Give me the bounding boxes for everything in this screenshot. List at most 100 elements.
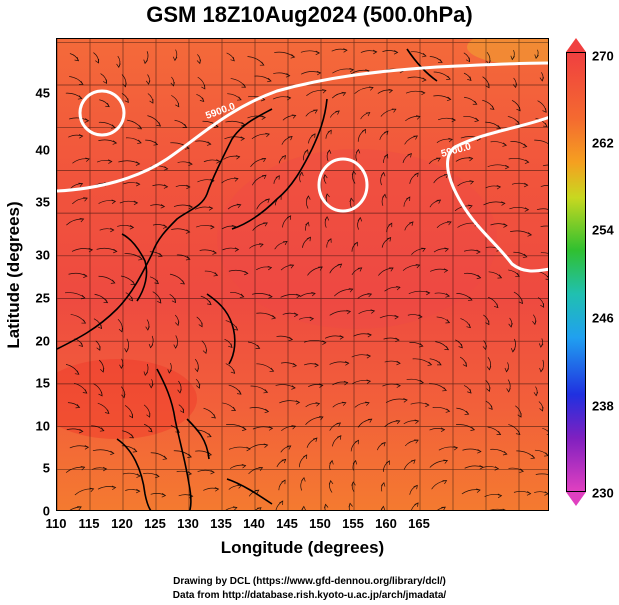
wind-arrowhead <box>198 322 203 328</box>
wind-streamline <box>540 252 548 254</box>
wind-arrowhead <box>441 506 446 510</box>
wind-streamline <box>403 459 416 470</box>
wind-arrowhead <box>74 370 80 375</box>
wind-arrowhead <box>512 83 518 89</box>
wind-arrowhead <box>504 367 510 373</box>
wind-arrowhead <box>210 224 215 230</box>
wind-arrowhead <box>466 323 471 329</box>
wind-arrowhead <box>388 222 393 228</box>
wind-arrowhead <box>365 112 371 117</box>
wind-arrowhead <box>259 243 264 248</box>
wind-streamline <box>222 402 236 411</box>
wind-arrowhead <box>158 252 163 258</box>
wind-arrowhead <box>283 241 288 246</box>
wind-streamline <box>380 108 396 117</box>
wind-arrowhead <box>337 435 342 440</box>
wind-arrowhead <box>85 157 90 162</box>
wind-arrowhead <box>409 221 414 226</box>
wind-arrowhead <box>366 379 372 384</box>
wind-arrowhead <box>268 426 274 431</box>
wind-arrowhead <box>154 279 159 285</box>
wind-arrowhead <box>133 200 139 206</box>
wind-arrowhead <box>385 460 390 465</box>
wind-arrowhead <box>202 349 208 355</box>
wind-arrowhead <box>98 391 103 397</box>
wind-arrowhead <box>265 198 270 203</box>
wind-arrowhead <box>348 502 353 508</box>
wind-arrowhead <box>324 216 330 221</box>
wind-arrowhead <box>97 324 103 330</box>
wind-arrowhead <box>207 433 212 438</box>
wind-arrowhead <box>436 157 441 162</box>
wind-arrowhead <box>128 296 134 302</box>
x-tick-label: 135 <box>210 516 232 531</box>
wind-arrowhead <box>328 479 334 485</box>
wind-streamline <box>98 275 116 284</box>
wind-arrowhead <box>175 102 180 108</box>
wind-arrowhead <box>446 75 451 80</box>
chart-title: GSM 18Z10Aug2024 (500.0hPa) <box>146 2 473 27</box>
wind-arrowhead <box>493 303 499 309</box>
wind-streamline <box>403 420 419 425</box>
wind-streamline <box>357 418 372 428</box>
wind-arrowhead <box>231 406 237 411</box>
wind-arrowhead <box>335 110 340 115</box>
wind-arrowhead <box>188 204 194 210</box>
wind-arrowhead <box>269 367 275 372</box>
wind-streamline <box>225 363 235 374</box>
wind-arrowhead <box>201 84 206 90</box>
wind-arrowhead <box>206 141 212 146</box>
wind-arrowhead <box>351 170 357 176</box>
wind-arrowhead <box>263 443 269 448</box>
wind-arrowhead <box>349 67 354 73</box>
wind-streamline <box>92 449 115 454</box>
wind-arrowhead <box>440 427 446 432</box>
wind-arrowhead <box>291 425 297 430</box>
wind-arrowhead <box>530 454 536 459</box>
wind-arrowhead <box>301 505 306 510</box>
wind-streamline <box>247 56 265 66</box>
x-tick-label: 110 <box>45 516 67 531</box>
map-svg: 5900.0 5900.0 <box>57 39 548 510</box>
wind-arrowhead <box>135 181 141 187</box>
wind-arrowhead <box>261 158 267 163</box>
x-tick-label: 155 <box>342 516 364 531</box>
wind-arrowhead <box>489 105 495 110</box>
colorbar-bottom-arrow <box>566 492 586 506</box>
wind-streamline <box>250 385 268 393</box>
wind-arrowhead <box>143 59 148 65</box>
wind-arrowhead <box>355 148 361 154</box>
wind-arrowhead <box>510 55 515 61</box>
wind-arrowhead <box>380 482 386 487</box>
wind-streamline <box>299 454 307 468</box>
wind-arrowhead <box>211 414 216 419</box>
wind-arrowhead <box>175 321 180 327</box>
wind-arrowhead <box>232 506 238 510</box>
wind-arrowhead <box>325 193 330 198</box>
wind-arrowhead <box>160 204 166 209</box>
wind-arrowhead <box>299 171 304 177</box>
wind-arrowhead <box>421 247 426 252</box>
wind-arrowhead <box>540 303 545 308</box>
wind-arrowhead <box>425 290 431 296</box>
x-tick-label: 160 <box>375 516 397 531</box>
wind-arrowhead <box>143 371 149 377</box>
wind-arrowhead <box>367 292 373 298</box>
wind-arrowhead <box>485 83 490 89</box>
wind-arrowhead <box>172 56 178 62</box>
wind-arrowhead <box>527 232 533 237</box>
wind-streamline <box>483 201 506 206</box>
wind-arrowhead <box>470 426 476 431</box>
wind-arrowhead <box>196 59 202 65</box>
wind-arrowhead <box>258 466 264 472</box>
wind-arrowhead <box>445 293 450 298</box>
wind-arrowhead <box>437 361 442 366</box>
wind-arrowhead <box>515 430 521 435</box>
wind-arrowhead <box>419 379 424 385</box>
wind-arrowhead <box>281 458 287 464</box>
wind-arrowhead <box>391 108 397 113</box>
wind-arrowhead <box>122 82 127 88</box>
wind-arrowhead <box>349 197 354 203</box>
wind-arrowhead <box>389 267 394 272</box>
wind-arrowhead <box>207 300 212 306</box>
